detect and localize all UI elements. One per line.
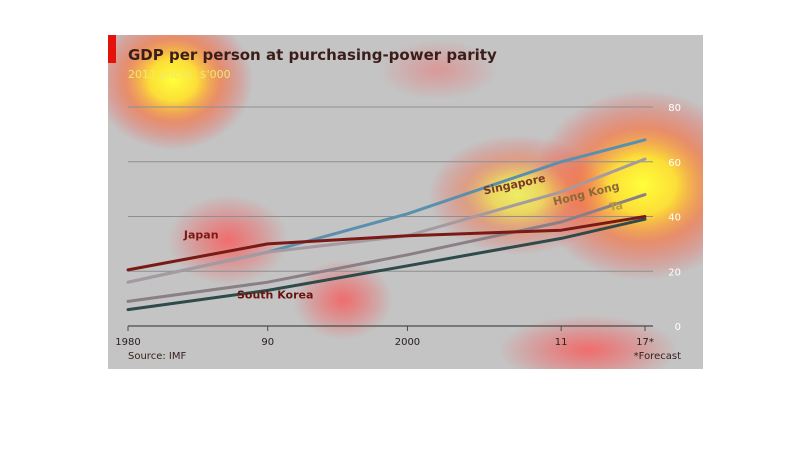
y-tick-label: 80	[668, 103, 681, 114]
series-label: South Korea	[237, 289, 313, 302]
chart-svg: 0 20 40 60 80 1980 90 2000 11 17* Japan South Kore…	[108, 35, 703, 369]
series-label: Japan	[183, 228, 219, 241]
y-tick-label: 20	[668, 267, 681, 278]
chart-panel: 0 20 40 60 80 1980 90 2000 11 17* Japan South Kore…	[108, 35, 703, 369]
series-line-taiwan	[126, 193, 647, 303]
y-tick-label: 40	[668, 213, 681, 224]
x-tick-label: 2000	[395, 337, 420, 348]
brand-tab	[108, 35, 116, 63]
x-tick-label: 1980	[115, 337, 140, 348]
chart-footnote: *Forecast	[633, 351, 681, 362]
y-tick-label: 0	[675, 322, 681, 333]
x-tick-label: 17*	[636, 337, 654, 348]
x-tick-label: 11	[555, 337, 568, 348]
series-line-south-korea	[126, 217, 647, 312]
series-label: Ta	[608, 199, 624, 214]
x-tick-label: 90	[261, 337, 274, 348]
series-line-japan	[126, 215, 647, 272]
y-tick-label: 60	[668, 158, 681, 169]
chart-source: Source: IMF	[128, 351, 187, 362]
chart-subtitle: 2011 prices, $'000	[128, 68, 231, 81]
heatmap-overlay	[108, 35, 703, 369]
chart-title: GDP per person at purchasing-power parit…	[128, 46, 497, 64]
